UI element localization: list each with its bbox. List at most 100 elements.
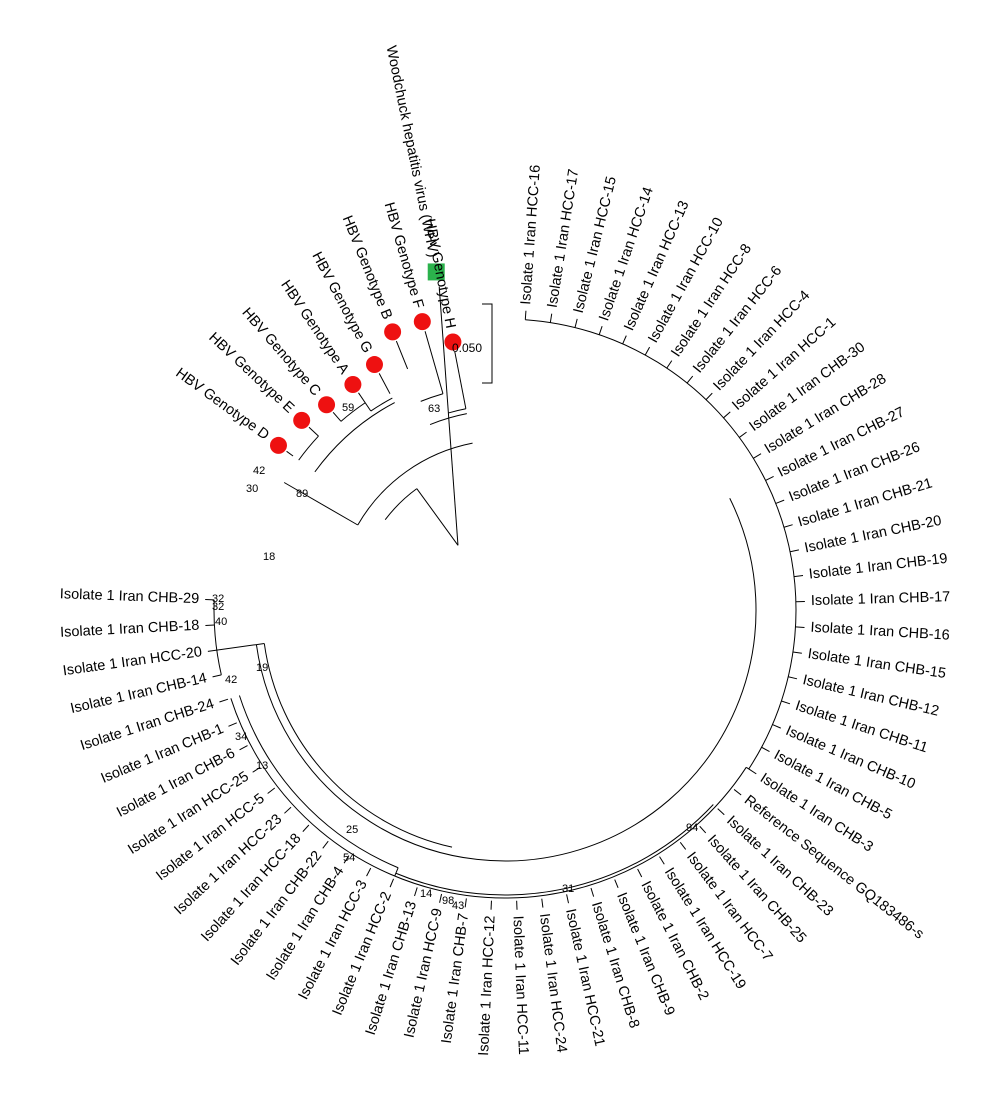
tip-branch [783,524,793,528]
tip-branch [679,841,687,850]
genotype-marker-dot [318,396,336,414]
tip-branch [686,375,694,384]
genotype-arc [340,402,366,422]
tip-branch [252,766,261,773]
tip-branch [343,855,350,864]
bootstrap-value: 18 [263,551,275,563]
tip-branch [723,411,731,419]
tip-branch [637,868,643,878]
tip-branch [549,313,553,323]
tip-branch [524,310,527,320]
tip-label: Isolate 1 Iran CHB-18 [60,618,200,641]
scale-bar: 0.050 [452,303,493,384]
tip-branch [212,674,222,678]
tip-branch [366,867,372,877]
genotype-marker-dot [269,436,287,454]
tip-branch [219,698,229,703]
tip-branch [464,898,467,908]
tip-label: Isolate 1 Iran HCC-16 [518,164,544,305]
bootstrap-value: 54 [343,852,355,864]
tip-branch [598,325,603,335]
bootstrap-value: 63 [428,403,440,415]
tip-label: Isolate 1 Iran CHB-19 [808,551,948,583]
tip-label: Isolate 1 Iran HCC-11 [509,915,531,1055]
tip-branch [753,453,762,459]
genotype-branch [308,426,319,437]
tip-branch [781,700,791,705]
tip-branch [541,898,544,908]
tree-labels: Isolate 1 Iran HCC-16 Isolate 1 Iran HCC-… [60,44,951,1056]
genotype-arc [420,393,444,402]
bootstrap-value: 42 [253,465,265,477]
genotype-arc [314,402,395,473]
tip-branch [439,893,443,903]
tip-branch [228,722,237,727]
genotype-arc [357,442,473,526]
backbone-arc [263,643,453,848]
bootstrap-value: 98 [442,895,454,907]
tip-branch [666,360,673,369]
tip-branch [267,787,276,794]
bootstrap-value: 40 [215,616,227,628]
genotype-marker-dot [365,356,383,374]
bootstrap-value: 34 [235,731,247,743]
tip-branch [739,431,747,438]
bootstrap-value: 32 [212,601,224,613]
tip-branch [794,575,804,578]
branch-segment [394,867,399,877]
tip-branch [239,745,248,751]
scale-bar-label: 0.050 [452,341,482,355]
bootstrap-value: 32 [212,593,224,605]
tree-markers [269,263,462,454]
genotype-marker-dot [413,313,431,331]
bootstrap-value: 13 [256,760,268,772]
tip-label: Isolate 1 Iran CHB-16 [810,620,950,644]
genotype-branch [395,340,409,370]
tip-branch [795,626,805,628]
bootstrap-value: 94 [686,822,698,834]
tip-branch [659,856,665,865]
outgroup-arc [384,488,418,521]
outgroup-branch [416,488,459,546]
genotype-marker-dot [344,376,362,394]
tip-branch [765,475,774,481]
tip-label: Isolate 1 Iran CHB-29 [60,586,200,607]
tip-branch [284,806,292,814]
tip-branch [414,887,418,897]
tip-branch [717,808,725,816]
outgroup-branch [438,286,459,546]
genotype-arc [298,435,319,461]
tip-branch [614,879,619,889]
scale-bar-line [482,303,493,384]
sister-clade-arc [213,599,222,676]
genotype-arc [429,413,467,426]
tip-branch [590,887,595,897]
tip-label: Isolate 1 Iran CHB-17 [811,589,951,609]
tip-branch [302,824,310,832]
bootstrap-value: 31 [562,883,574,895]
bootstrap-value: 89 [296,488,308,500]
tip-branch [207,649,217,652]
bootstrap-value: 19 [256,662,268,674]
bootstrap-value: 14 [420,888,432,900]
genotype-arc [370,397,393,412]
tip-branch [772,724,781,729]
tip-branch [566,894,569,904]
tip-label: Isolate 1 Iran HCC-24 [536,913,570,1054]
bootstrap-value: 42 [225,674,237,686]
genotype-branch [454,351,467,409]
bootstrap-value: 30 [246,483,258,495]
genotype-marker-dot [384,323,402,341]
tip-branch [775,499,785,504]
bootstrap-value: 43 [452,900,464,912]
tip-branch [389,878,395,888]
branch-segment [216,643,265,651]
bootstrap-value: 25 [346,824,358,836]
tip-branch [622,335,627,345]
tip-branch [733,789,742,796]
tip-branch [788,676,798,680]
bootstrap-value: 59 [342,402,354,414]
genotype-branch [358,392,372,412]
